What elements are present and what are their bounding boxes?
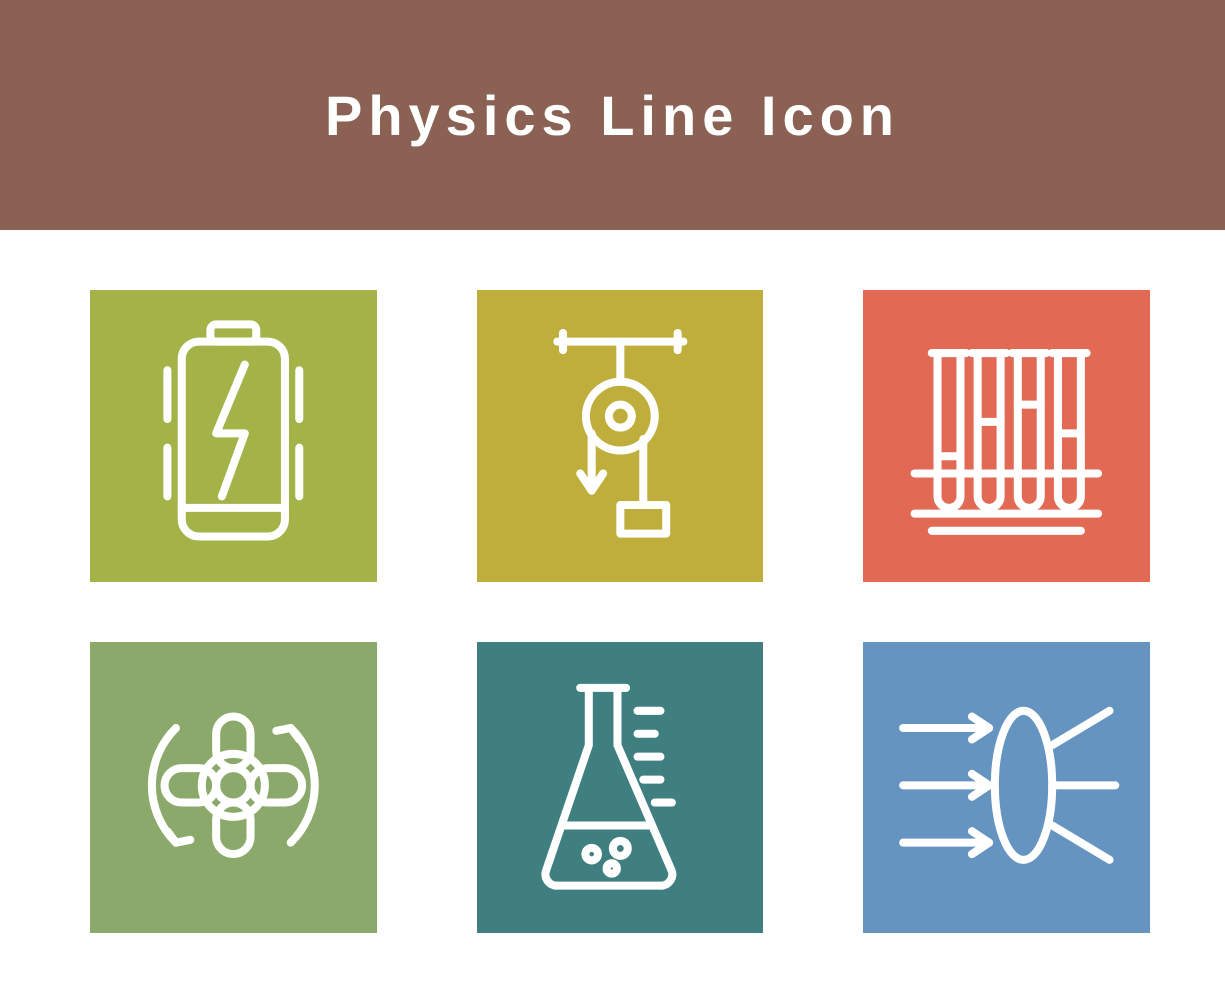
tile-battery xyxy=(90,290,377,582)
lens-refraction-icon xyxy=(863,642,1150,934)
flask-icon xyxy=(477,642,764,934)
test-tubes-rack-icon xyxy=(863,290,1150,582)
page-title: Physics Line Icon xyxy=(325,83,900,148)
tile-rotation xyxy=(90,642,377,934)
pulley-icon xyxy=(477,290,764,582)
tile-lens xyxy=(863,642,1150,934)
tile-test-tubes xyxy=(863,290,1150,582)
battery-charging-icon xyxy=(90,290,377,582)
tile-flask xyxy=(477,642,764,934)
icon-grid xyxy=(0,230,1225,983)
tile-pulley xyxy=(477,290,764,582)
header-bar: Physics Line Icon xyxy=(0,0,1225,230)
rotation-propeller-icon xyxy=(90,642,377,934)
